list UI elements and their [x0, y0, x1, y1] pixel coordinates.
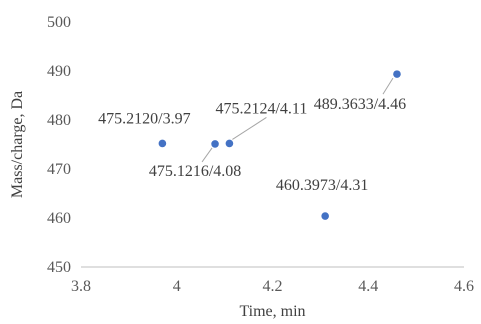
y-tick-label: 490 — [47, 63, 71, 80]
data-label: 460.3973/4.31 — [276, 177, 368, 194]
data-point — [211, 140, 219, 148]
y-tick-label: 450 — [47, 259, 71, 276]
data-point — [225, 139, 234, 148]
x-axis-title: Time, min — [239, 303, 305, 320]
data-labels: 475.2120/3.97 475.1216/4.08 475.2124/4.11 4… — [98, 96, 406, 194]
data-point — [321, 212, 329, 220]
data-point — [393, 70, 401, 78]
x-tick-label: 4.2 — [263, 278, 283, 295]
x-tick-label: 3.8 — [71, 278, 91, 295]
y-axis-title: Mass/charge, Da — [9, 91, 26, 198]
y-tick-label: 470 — [47, 161, 71, 178]
data-label: 475.2124/4.11 — [215, 100, 307, 117]
label-leader-lines — [201, 77, 394, 163]
x-tick-label: 4 — [173, 278, 181, 295]
x-tick-labels: 3.8 4 4.2 4.4 4.6 — [71, 278, 474, 295]
data-label: 475.1216/4.08 — [149, 163, 241, 180]
x-tick-label: 4.6 — [454, 278, 474, 295]
x-tick-label: 4.4 — [358, 278, 378, 295]
data-label: 489.3633/4.46 — [314, 96, 406, 113]
y-tick-label: 480 — [47, 112, 71, 129]
y-tick-labels: 450 460 470 480 490 500 — [47, 14, 71, 276]
label-leader-line — [232, 117, 267, 140]
label-leader-line — [382, 77, 394, 95]
data-label: 475.2120/3.97 — [98, 110, 190, 127]
y-tick-label: 460 — [47, 210, 71, 227]
y-tick-label: 500 — [47, 14, 71, 31]
data-points — [158, 70, 401, 220]
data-point — [158, 139, 167, 148]
label-leader-line — [201, 147, 213, 163]
